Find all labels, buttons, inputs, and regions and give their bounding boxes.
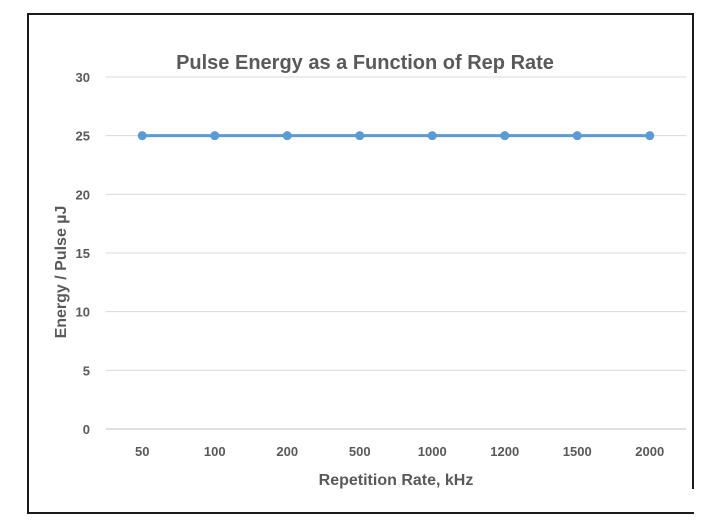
data-point (427, 131, 437, 141)
x-tick-labels: 50 100 200 500 1000 1200 1500 2000 (135, 444, 664, 459)
y-tick-label: 30 (76, 70, 90, 85)
gridlines (106, 76, 686, 430)
chart-title: Pulse Energy as a Function of Rep Rate (176, 52, 554, 74)
series-group (137, 131, 655, 141)
y-tick-label: 5 (83, 363, 90, 378)
y-tick-label: 15 (76, 246, 90, 261)
x-tick-label: 200 (276, 444, 298, 459)
data-point (137, 131, 147, 141)
chart-frame (27, 13, 694, 514)
x-tick-label: 2000 (635, 444, 664, 459)
chart-frame-bottom (27, 512, 694, 514)
y-tick-labels: 0 5 10 15 20 25 30 (76, 70, 90, 437)
data-point (572, 131, 582, 141)
y-tick-label: 0 (83, 422, 90, 437)
x-tick-label: 1000 (418, 444, 447, 459)
y-tick-label: 25 (76, 129, 90, 144)
data-point (210, 131, 220, 141)
x-tick-label: 50 (135, 444, 149, 459)
x-tick-label: 100 (204, 444, 226, 459)
data-point (500, 131, 510, 141)
data-point (355, 131, 365, 141)
chart-frame-right (692, 13, 694, 489)
x-tick-label: 1200 (490, 444, 519, 459)
x-tick-label: 500 (349, 444, 371, 459)
y-tick-label: 10 (76, 305, 90, 320)
x-axis-label: Repetition Rate, kHz (319, 472, 474, 489)
data-point (282, 131, 292, 141)
data-point (645, 131, 655, 141)
y-tick-label: 20 (76, 187, 90, 202)
x-tick-label: 1500 (563, 444, 592, 459)
y-axis-label: Energy / Pulse µJ (53, 206, 70, 339)
